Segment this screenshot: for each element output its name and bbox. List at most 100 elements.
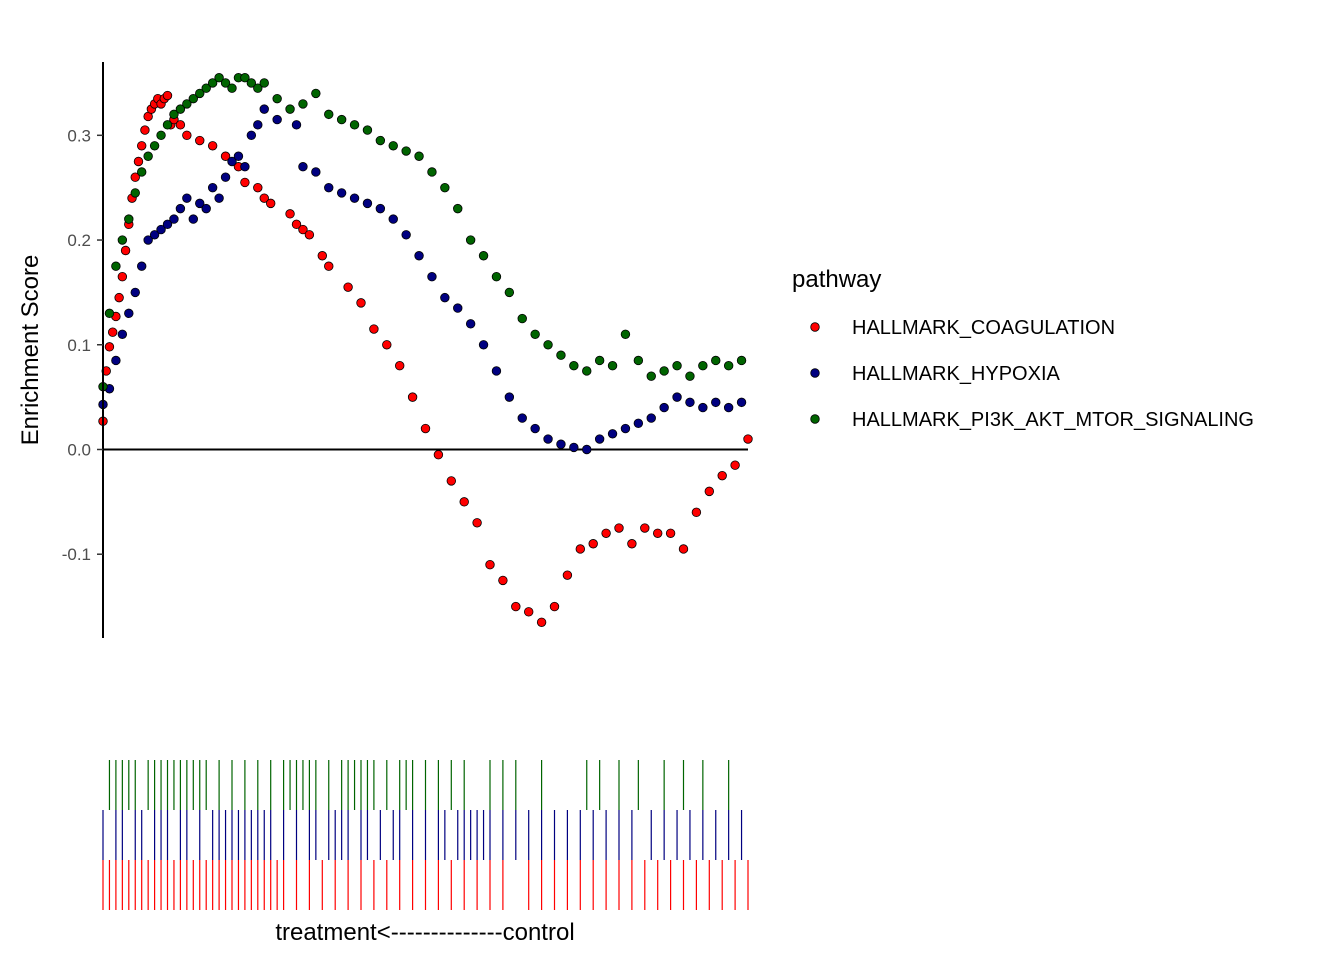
data-point xyxy=(343,282,353,292)
data-point xyxy=(227,83,237,93)
data-point xyxy=(111,355,121,366)
data-point xyxy=(453,203,463,214)
data-point xyxy=(504,287,515,298)
data-point xyxy=(130,172,140,182)
data-point xyxy=(124,214,134,224)
data-point xyxy=(285,209,295,219)
data-point xyxy=(169,109,179,120)
data-point xyxy=(517,413,527,423)
data-point xyxy=(233,151,244,161)
data-point xyxy=(717,470,727,481)
data-point xyxy=(640,523,650,533)
data-point xyxy=(485,559,495,570)
data-point xyxy=(743,434,753,444)
legend-key xyxy=(810,368,820,378)
data-point xyxy=(149,141,160,151)
series-hallmark-pi3k-akt-mtor-signaling xyxy=(98,73,747,392)
data-point xyxy=(536,617,547,627)
data-point xyxy=(253,120,263,130)
data-point xyxy=(253,83,263,93)
data-point xyxy=(104,308,115,319)
data-point xyxy=(491,366,502,376)
data-point xyxy=(195,88,205,99)
data-point xyxy=(133,156,144,167)
data-point xyxy=(388,141,398,151)
data-point xyxy=(201,203,211,214)
data-point xyxy=(401,230,411,240)
data-point xyxy=(162,120,173,130)
data-point xyxy=(711,397,721,408)
data-point xyxy=(356,298,366,308)
data-point xyxy=(543,434,553,444)
data-point xyxy=(414,251,424,261)
data-point xyxy=(685,397,695,408)
data-point xyxy=(653,528,663,538)
data-point xyxy=(117,329,128,339)
data-point xyxy=(594,434,605,444)
data-point xyxy=(175,104,186,114)
data-point xyxy=(465,235,476,245)
data-point xyxy=(140,125,150,135)
data-point xyxy=(175,120,186,130)
data-point xyxy=(375,203,386,214)
data-point xyxy=(227,156,237,167)
data-point xyxy=(433,450,444,460)
data-point xyxy=(201,83,211,93)
data-point xyxy=(691,507,702,518)
data-point xyxy=(291,120,302,130)
data-point xyxy=(427,167,437,177)
data-point xyxy=(124,308,134,319)
y-axis-title: Enrichment Score xyxy=(17,255,44,446)
data-point xyxy=(575,544,586,554)
legend-label: HALLMARK_COAGULATION xyxy=(852,317,1115,339)
data-point xyxy=(582,366,592,376)
data-point xyxy=(446,476,457,486)
data-point xyxy=(349,120,360,130)
data-point xyxy=(659,402,669,413)
data-point xyxy=(420,423,431,434)
data-point xyxy=(414,151,424,161)
data-point xyxy=(311,88,321,99)
data-point xyxy=(220,78,231,88)
data-point xyxy=(240,177,250,188)
data-point xyxy=(272,114,282,125)
data-point xyxy=(582,444,592,455)
data-point xyxy=(136,167,147,177)
data-point xyxy=(114,292,124,303)
data-point xyxy=(730,460,740,470)
legend: pathway HALLMARK_COAGULATION HALLMARK_HYP… xyxy=(792,266,1254,431)
data-point xyxy=(478,251,489,261)
data-point xyxy=(440,182,450,193)
data-point xyxy=(298,99,308,109)
data-point xyxy=(162,219,173,230)
data-point xyxy=(107,327,118,337)
data-point xyxy=(162,90,173,101)
data-point xyxy=(304,230,315,240)
data-point xyxy=(336,188,347,198)
data-point xyxy=(530,423,540,434)
data-point xyxy=(240,73,250,83)
data-point xyxy=(266,198,276,209)
data-point xyxy=(195,198,205,209)
data-point xyxy=(259,104,269,114)
x-axis-title: treatment<--------------control xyxy=(275,919,574,946)
data-point xyxy=(149,230,160,240)
data-point xyxy=(240,162,250,172)
data-point xyxy=(188,93,199,104)
data-point xyxy=(169,214,179,224)
data-point xyxy=(324,182,334,193)
data-point xyxy=(659,366,669,376)
data-point xyxy=(736,355,747,366)
data-point xyxy=(614,523,624,533)
data-point xyxy=(130,287,140,298)
data-point xyxy=(698,361,708,371)
legend-key xyxy=(810,322,820,332)
data-point xyxy=(698,402,708,413)
y-axis: -0.1 0.0 0.1 0.2 0.3 xyxy=(62,62,104,638)
data-point xyxy=(569,361,579,371)
data-point xyxy=(143,235,153,245)
series-hallmark-coagulation xyxy=(98,90,753,627)
data-point xyxy=(524,607,534,617)
data-point xyxy=(453,303,463,313)
data-point xyxy=(504,392,515,402)
